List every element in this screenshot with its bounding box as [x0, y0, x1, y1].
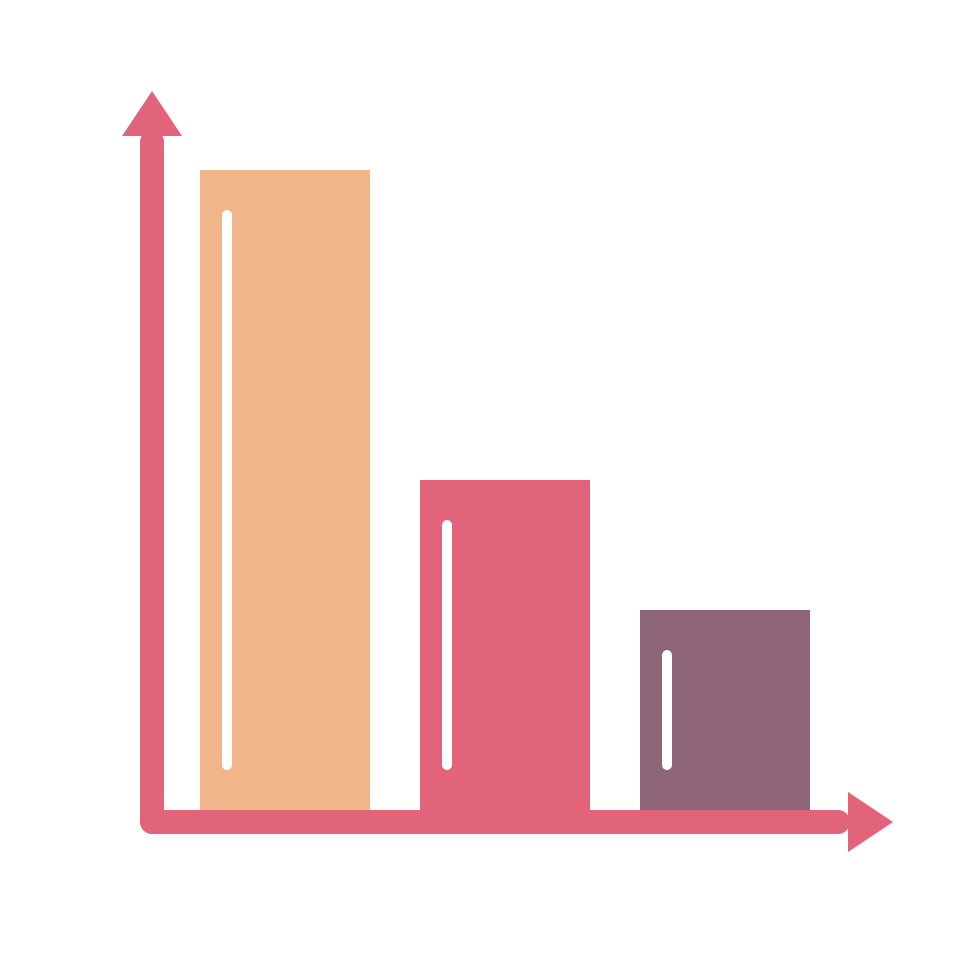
y-axis [140, 130, 164, 834]
x-axis [140, 810, 850, 834]
y-axis-arrow-icon [122, 91, 182, 136]
bar-2-highlight [442, 520, 452, 770]
bar-chart [0, 0, 980, 980]
bar-3-highlight [662, 650, 672, 770]
bar-1-highlight [222, 210, 232, 770]
x-axis-arrow-icon [848, 792, 893, 852]
